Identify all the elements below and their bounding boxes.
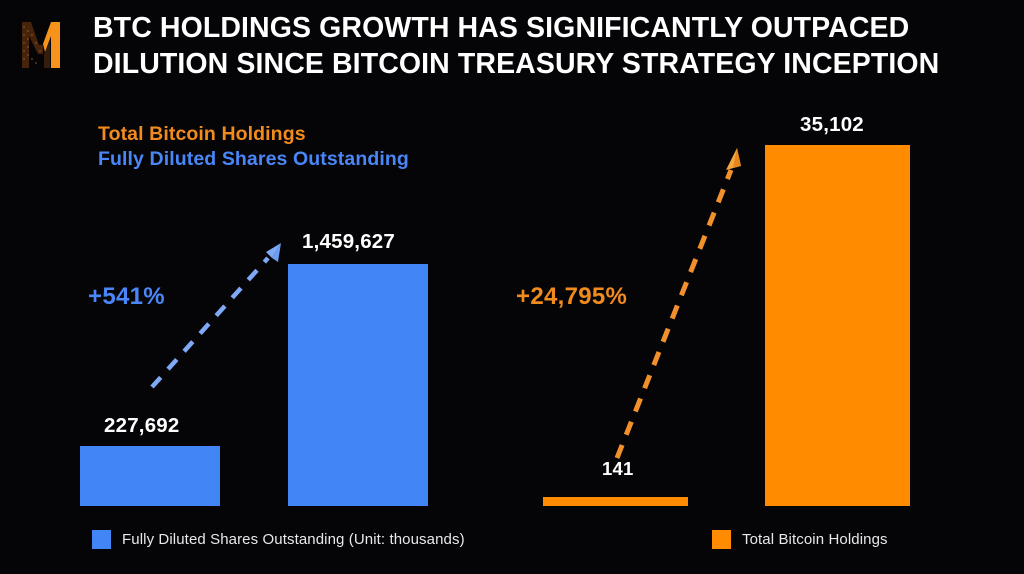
series-key-orange: Total Bitcoin Holdings <box>98 123 306 145</box>
bar-shares-inception <box>80 446 220 506</box>
growth-label-btc: +24,795% <box>516 283 628 310</box>
growth-label-shares: +541% <box>88 283 165 310</box>
bar-value-btc-inception: 141 <box>602 458 634 479</box>
bar-value-shares-current: 1,459,627 <box>302 230 395 253</box>
bar-shares-current <box>288 264 428 506</box>
title-line-2: DILUTION SINCE BITCOIN TREASURY STRATEGY… <box>93 48 940 81</box>
title-line-1: BTC HOLDINGS GROWTH HAS SIGNIFICANTLY OU… <box>93 12 910 44</box>
series-key-blue: Fully Diluted Shares Outstanding <box>98 147 409 170</box>
bar-value-shares-inception: 227,692 <box>104 414 180 437</box>
page-title: BTC HOLDINGS GROWTH HAS SIGNIFICANTLY OU… <box>93 10 998 82</box>
chart-legend: Fully Diluted Shares Outstanding (Unit: … <box>0 530 1024 552</box>
legend-label-btc: Total Bitcoin Holdings <box>742 531 888 548</box>
bar-value-btc-current: 35,102 <box>800 113 864 136</box>
strategy-m-logo-icon <box>14 14 76 76</box>
legend-item-shares: Fully Diluted Shares Outstanding (Unit: … <box>92 530 465 549</box>
growth-arrow-btc-icon <box>614 148 741 459</box>
growth-arrow-shares-icon <box>150 243 281 389</box>
bar-btc-inception <box>543 497 688 506</box>
legend-swatch-orange-icon <box>712 530 731 549</box>
bar-btc-current <box>765 145 910 506</box>
legend-swatch-blue-icon <box>92 530 111 549</box>
legend-label-shares: Fully Diluted Shares Outstanding (Unit: … <box>122 531 465 548</box>
series-key: Total Bitcoin Holdings Fully Diluted Sha… <box>98 122 409 172</box>
legend-item-btc: Total Bitcoin Holdings <box>712 530 888 549</box>
